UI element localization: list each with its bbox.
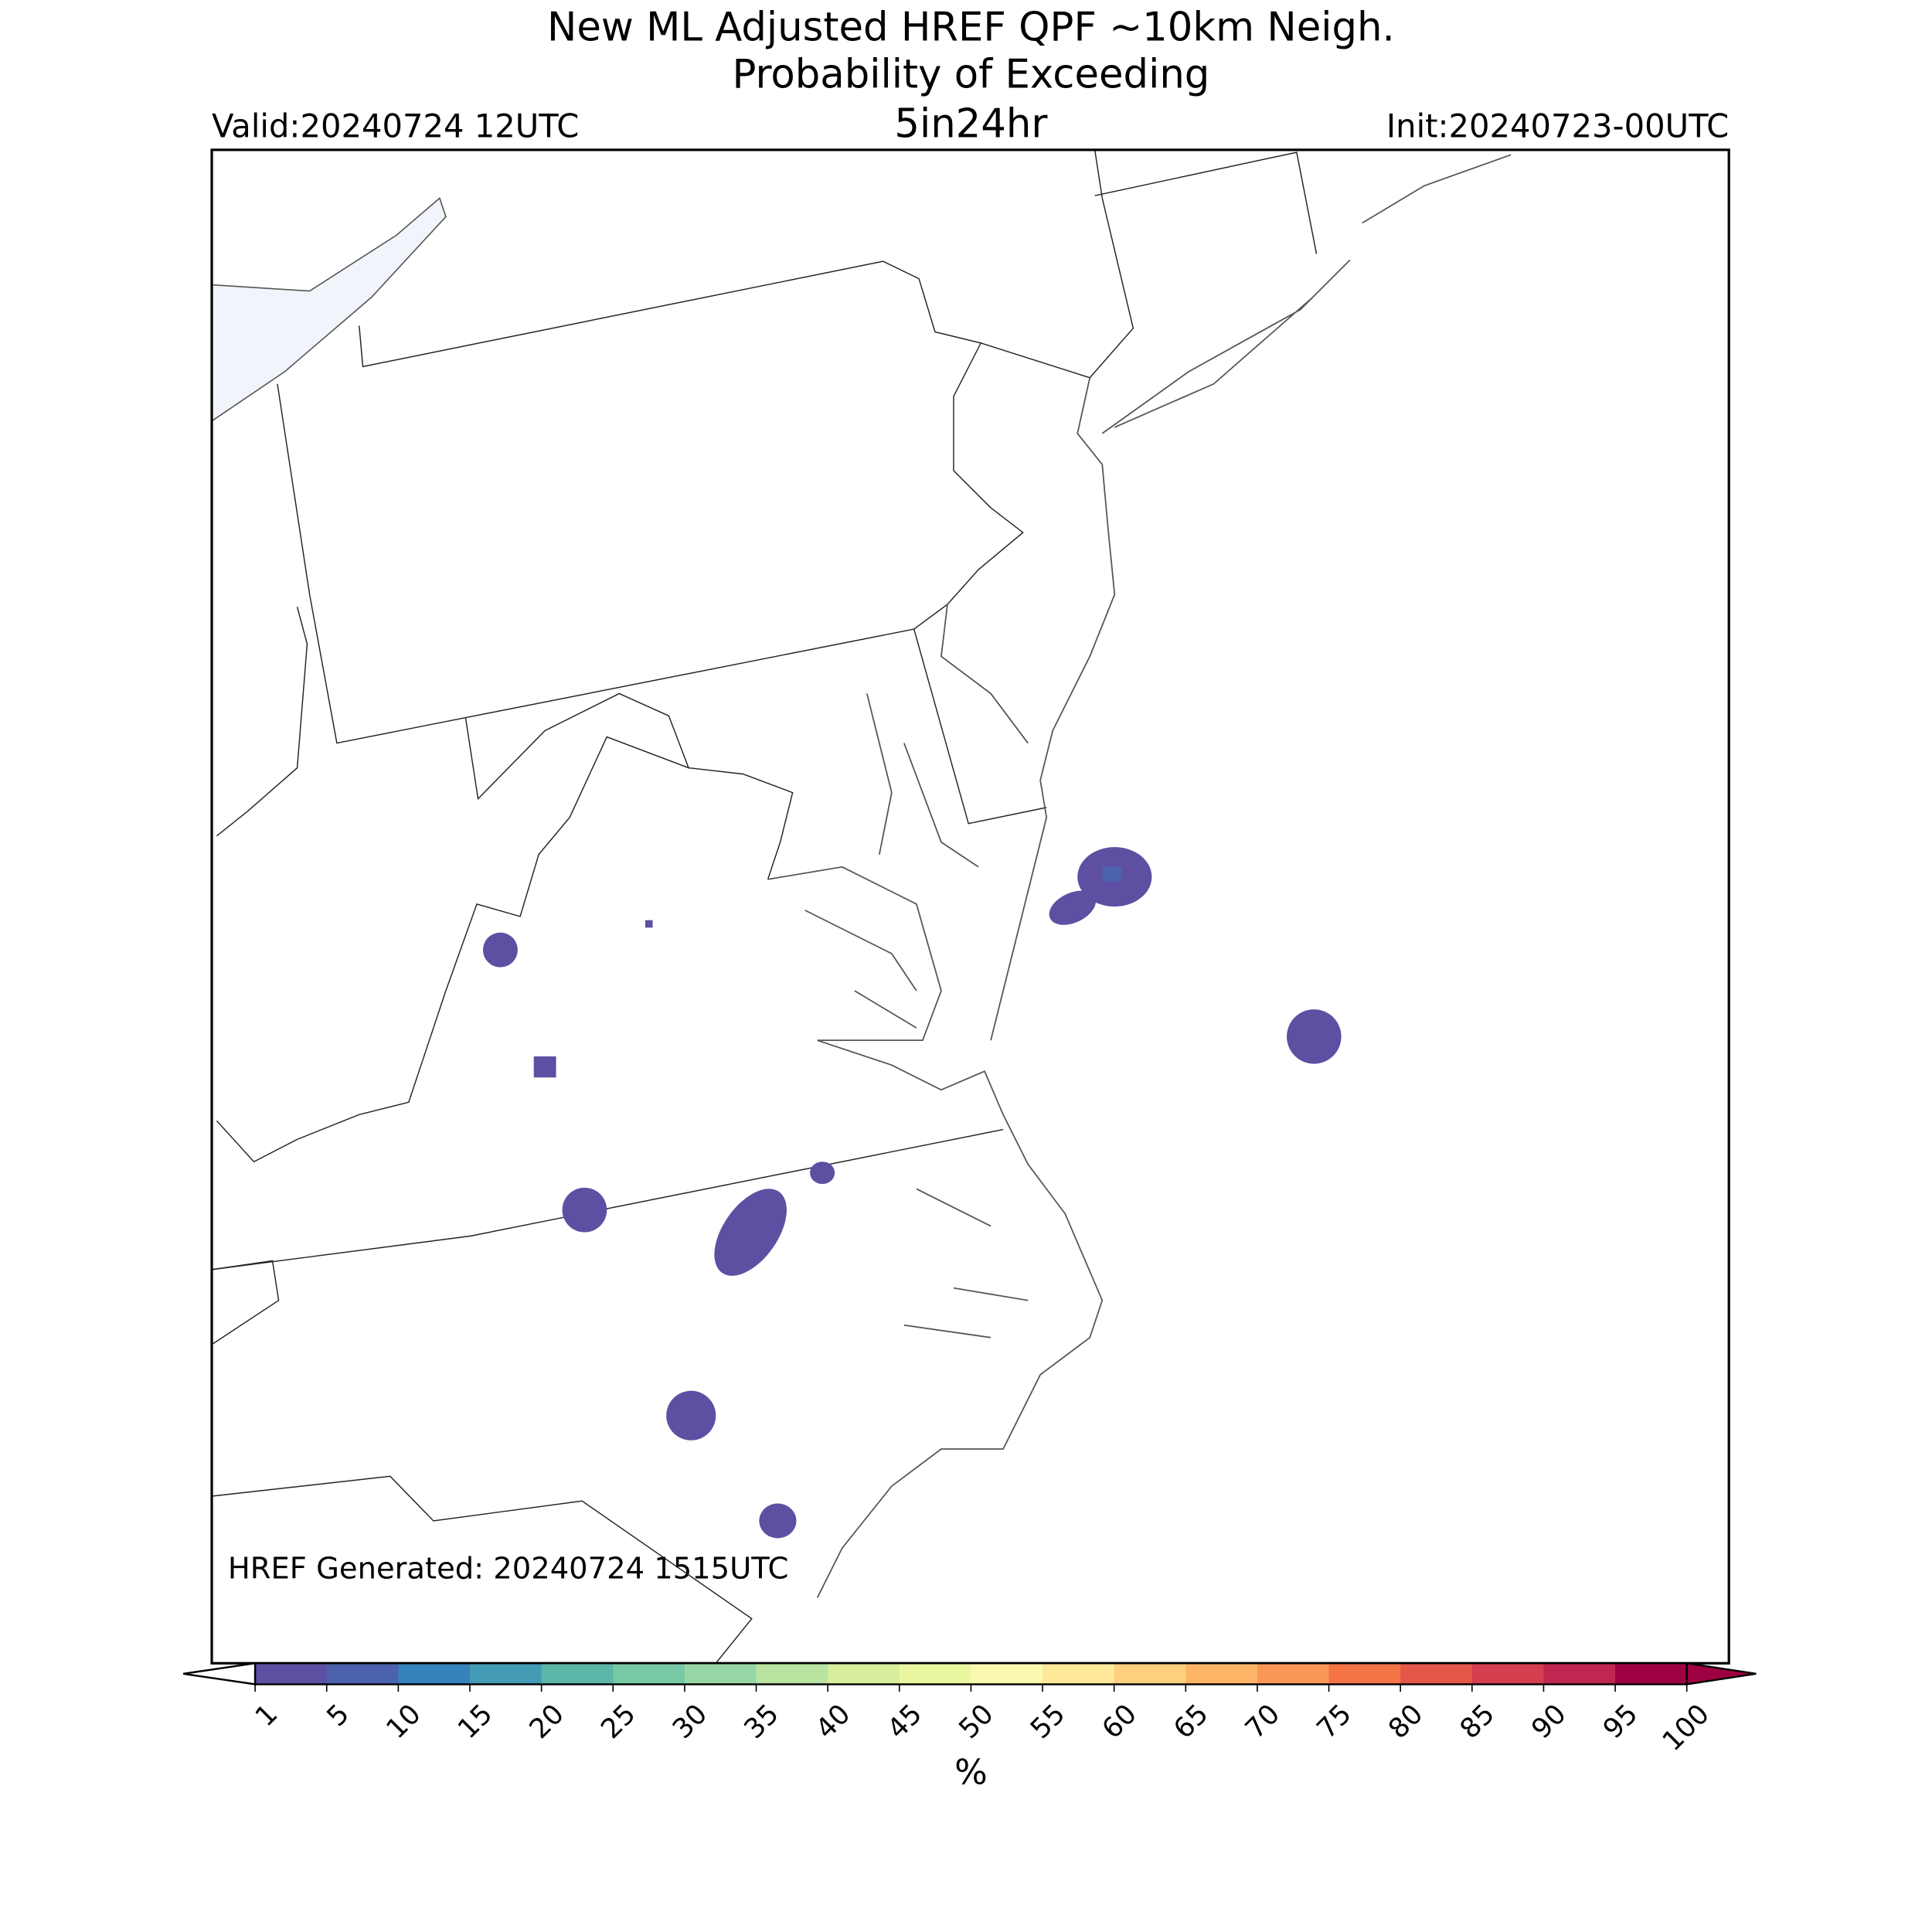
colorbar-tick-label: 85 [1454,1698,1501,1745]
colorbar-tick-label: 40 [810,1698,857,1745]
colorbar-segment [971,1663,1043,1685]
colorbar-tick-label: 70 [1239,1698,1286,1745]
colorbar-tick-label: 10 [380,1698,427,1745]
state-border [913,628,1047,825]
colorbar-segment [541,1663,614,1685]
colorbar-tick-label: 25 [595,1698,642,1745]
colorbar-tick-label: 80 [1383,1698,1430,1745]
colorbar-tick-label: 60 [1096,1698,1143,1745]
colorbar-segment [1615,1663,1688,1685]
colorbar-tick-label: 20 [523,1698,570,1745]
coastline [990,377,1116,1041]
colorbar-segment [684,1663,757,1685]
colorbar-segment [1185,1663,1258,1685]
init-time: Init:20240723-00UTC [1386,107,1729,145]
colorbar: 1 5 10 15 20 25 30 35 40 45 50 55 60 65 70 75 80 85 90 95 10… [183,1662,1757,1757]
colorbar-segment [756,1663,828,1685]
state-border [213,1260,280,1345]
title-line: New ML Adjusted HREF QPF ~10km Neigh. [547,4,1395,50]
colorbar-tick-label: 100 [1656,1698,1716,1757]
colorbar-tick-label: 35 [738,1698,785,1745]
colorbar-tick-label: 45 [881,1698,928,1745]
colorbar-segment [1400,1663,1473,1685]
colorbar-tick-label: 50 [953,1698,1000,1745]
colorbar-segment [899,1663,972,1685]
map: HREF Generated: 20240724 1515UTC [210,148,1730,1665]
colorbar-frame [253,1662,1688,1685]
probability-area [483,847,1342,1539]
colorbar-segment [1328,1663,1401,1685]
river [804,693,1029,1338]
colorbar-tick-label: 1 [250,1698,284,1733]
state-border [981,149,1318,379]
colorbar-segment [1257,1663,1330,1685]
colorbar-segment [1471,1663,1545,1685]
valid-time: Valid:20240724 12UTC [212,107,579,145]
state-border [277,260,1024,744]
colorbar-tick-label: 30 [666,1698,713,1745]
lake [212,197,447,422]
colorbar-segment [1543,1663,1616,1685]
colorbar-segment [470,1663,543,1685]
generated-time: HREF Generated: 20240724 1515UTC [228,1552,788,1587]
colorbar-tick-label: 95 [1597,1698,1645,1745]
colorbar-tick-label: 75 [1311,1698,1358,1745]
threshold: 5in24hr [894,100,1048,147]
colorbar-under [183,1662,257,1685]
state-border [213,1128,1004,1270]
title-line: Probability of Exceeding [732,51,1209,97]
colorbar-segment [326,1663,400,1685]
colorbar-segment [613,1663,685,1685]
coastline [1101,154,1512,434]
colorbar-segment [398,1663,471,1685]
colorbar-segment [828,1663,900,1685]
colorbar-segment [1043,1663,1115,1685]
colorbar-tick-label: 5 [321,1698,355,1733]
state-border [213,1475,753,1664]
colorbar-tick-label: 90 [1526,1698,1573,1745]
colorbar-over [1685,1662,1757,1685]
colorbar-tick-label: 65 [1168,1698,1215,1745]
colorbar-label: % [954,1751,988,1792]
coastline [767,604,1104,1598]
colorbar-segment [1114,1663,1187,1685]
colorbar-tick-label: 15 [452,1698,499,1745]
colorbar-segment [255,1663,328,1685]
colorbar-tick-label: 55 [1025,1698,1072,1745]
state-border [216,692,690,1163]
map-frame [210,148,1730,1665]
state-border [688,767,794,880]
state-border [216,607,308,837]
